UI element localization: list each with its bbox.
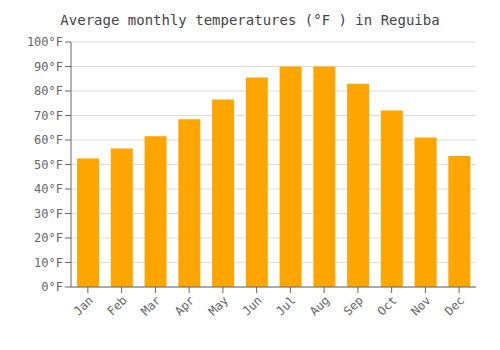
svg-text:90°F: 90°F bbox=[34, 60, 63, 74]
svg-text:80°F: 80°F bbox=[34, 84, 63, 98]
svg-text:Aug: Aug bbox=[307, 293, 332, 318]
svg-text:60°F: 60°F bbox=[34, 133, 63, 147]
html-text:Average monthly temperatures (: Average monthly temperatures (°F ) in Re… bbox=[60, 12, 440, 28]
svg-text:50°F: 50°F bbox=[34, 158, 63, 172]
svg-text:Dec: Dec bbox=[442, 293, 467, 318]
svg-text:70°F: 70°F bbox=[34, 109, 63, 123]
svg-text:0°F: 0°F bbox=[41, 280, 63, 294]
svg-text:10°F: 10°F bbox=[34, 256, 63, 270]
svg-text:Feb: Feb bbox=[105, 293, 130, 318]
svg-text:Jan: Jan bbox=[71, 293, 96, 318]
svg-text:100°F: 100°F bbox=[27, 35, 63, 49]
svg-text:Nov: Nov bbox=[408, 293, 433, 318]
svg-text:30°F: 30°F bbox=[34, 207, 63, 221]
svg-text:20°F: 20°F bbox=[34, 231, 63, 245]
svg-text:40°F: 40°F bbox=[34, 182, 63, 196]
svg-text:Sep: Sep bbox=[341, 293, 366, 318]
svg-text:Oct: Oct bbox=[375, 293, 400, 318]
svg-text:Mar: Mar bbox=[138, 293, 163, 318]
svg-text:Jul: Jul bbox=[273, 293, 298, 318]
svg-text:Jun: Jun bbox=[240, 293, 265, 318]
svg-text:May: May bbox=[206, 293, 231, 318]
svg-text:Apr: Apr bbox=[172, 293, 197, 318]
